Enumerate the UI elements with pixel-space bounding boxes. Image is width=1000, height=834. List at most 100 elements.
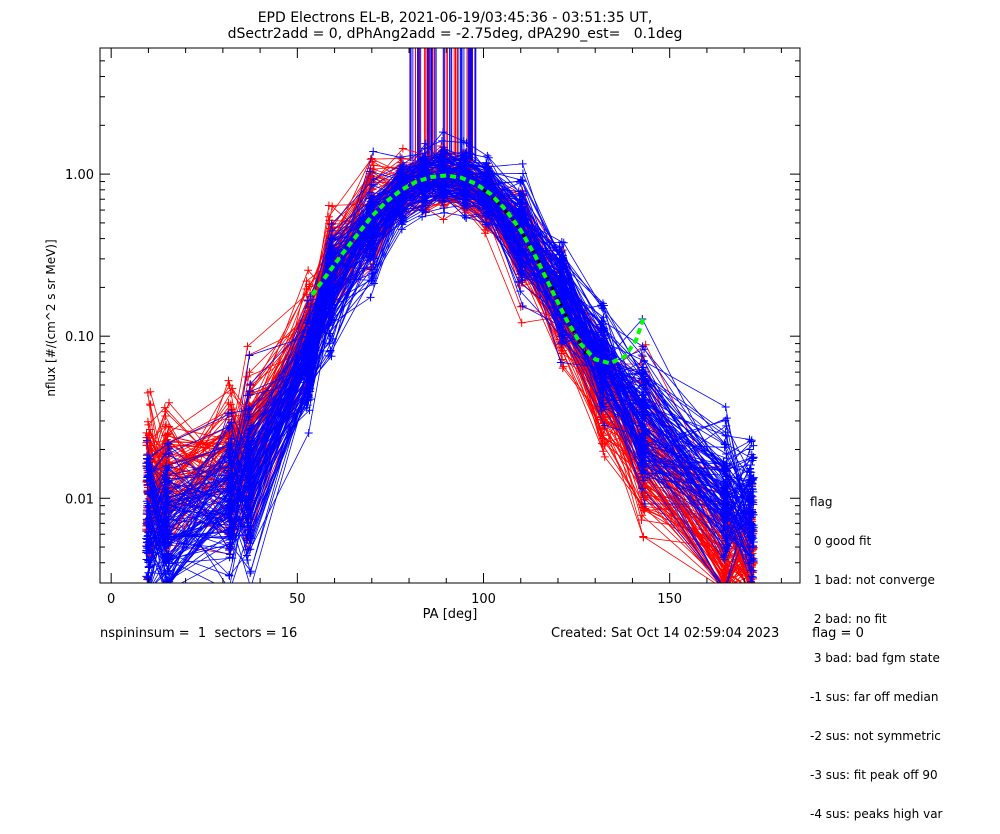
blue-profile-marker [637,369,646,378]
red-profile-marker [747,586,755,594]
legend-item: -3 sus: fit peak off 90 [810,768,938,782]
blue-profile-marker [227,533,236,542]
blue-profile-marker [746,464,755,473]
red-profile-marker [224,428,233,437]
blue-profile-marker [244,521,253,530]
blue-profile-marker [399,207,408,216]
red-profile-line [147,194,722,583]
red-profile-marker [725,582,727,583]
blue-profile-marker [438,128,447,137]
red-profile-marker [305,282,314,291]
red-profile-marker [304,266,313,275]
blue-profile-marker [722,470,731,479]
blue-profile-marker [368,269,377,278]
red-profile-marker [722,586,730,594]
red-profile-marker [720,586,728,594]
blue-profile-marker [397,225,406,234]
data-layer [142,48,758,594]
blue-profile-line [148,158,751,561]
blue-profile-marker [226,523,235,532]
blue-profile-marker [723,479,732,488]
blue-profile-marker [719,586,727,594]
blue-profile-marker [165,444,174,453]
red-profile-marker [749,586,757,594]
blue-profile-marker [144,471,153,480]
blue-profile-marker [397,176,406,185]
x-tick-label: 100 [471,592,496,607]
blue-profile-line [146,153,754,504]
blue-profile-marker [599,402,608,411]
red-profile-marker [640,506,649,515]
red-profile-marker [749,586,757,594]
red-profile-marker [746,586,754,594]
blue-profile-marker [749,454,758,463]
red-profile-marker [749,586,757,594]
blue-profile-line [147,160,751,562]
blue-profile-marker [227,498,236,507]
red-profile-marker [746,586,754,594]
red-profile-marker [747,586,755,594]
blue-profile-marker [639,476,648,485]
blue-profile-line [148,172,753,544]
blue-profile-marker [459,137,468,146]
red-profile-marker [748,586,756,594]
red-profile-marker [243,342,252,351]
blue-profile-marker [142,436,151,445]
blue-profile-marker [302,338,311,347]
blue-profile-marker [482,158,491,167]
red-profile-marker [597,439,606,448]
blue-profile-marker [557,338,566,347]
red-profile-marker [722,586,730,594]
legend-item: -1 sus: far off median [810,690,939,704]
red-profile-marker [752,582,754,583]
blue-profile-marker [161,584,169,592]
blue-profile-marker [748,586,756,594]
red-profile-marker [748,586,756,594]
red-profile-marker [748,586,756,594]
blue-profile-marker [421,149,430,158]
blue-profile-marker [225,586,233,594]
blue-profile-marker [247,584,255,592]
blue-profile-marker [747,533,756,542]
blue-profile-marker [164,562,173,571]
blue-profile-marker [638,442,647,451]
blue-profile-marker [458,187,467,196]
blue-profile-marker [749,554,758,563]
blue-profile-marker [597,406,606,415]
legend-item: -4 sus: peaks high var [810,807,943,821]
blue-profile-marker [721,534,730,543]
blue-profile-marker [746,460,755,469]
blue-profile-marker [720,505,729,514]
blue-profile-marker [324,351,333,360]
blue-profile-marker [224,487,233,496]
blue-profile-line [161,193,754,583]
blue-profile-marker [146,586,154,594]
blue-profile-marker [144,556,153,565]
blue-profile-marker [516,255,525,264]
blue-profile-marker [161,449,170,458]
blue-profile-marker [460,212,469,221]
blue-profile-marker [438,156,447,165]
blue-profile-marker [518,169,527,178]
red-profile-marker [746,586,754,594]
red-profile-marker [746,586,754,594]
blue-profile-marker [164,586,172,594]
blue-profile-marker [227,434,236,443]
blue-profile-marker [146,490,155,499]
blue-profile-marker [397,177,406,186]
footer-created: Created: Sat Oct 14 02:59:04 2023 [551,626,780,641]
blue-profile-marker [641,376,650,385]
blue-profile-marker [163,555,172,564]
blue-profile-marker [640,499,649,508]
red-profile-marker [747,586,755,594]
blue-profile-marker [518,159,527,168]
blue-profile-marker [143,586,151,594]
blue-profile-marker [517,270,526,279]
red-profile-marker [723,586,731,594]
blue-profile-marker [721,402,730,411]
red-profile-marker [324,201,333,210]
blue-profile-marker [144,586,152,594]
blue-profile-marker [747,525,756,534]
fit-curve [310,173,646,366]
blue-profile-marker [304,316,313,325]
